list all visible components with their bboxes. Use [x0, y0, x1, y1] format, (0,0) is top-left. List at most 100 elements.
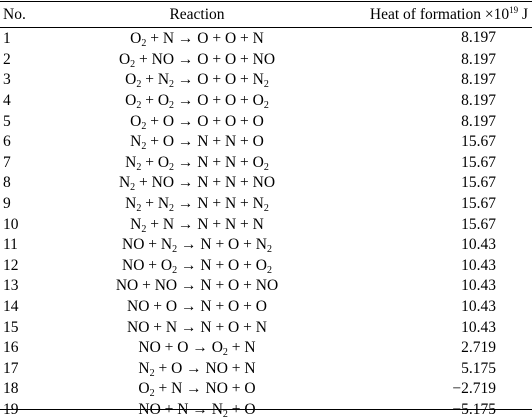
- table-row: 17 N2 + O → NO + N 5.175: [0, 359, 532, 380]
- heat-of-formation: 8.197: [347, 91, 532, 112]
- heat-of-formation: −5.175: [347, 400, 532, 420]
- reaction-equation: O2 + O2 → O + O + O2: [47, 91, 347, 112]
- subscript: 2: [266, 264, 272, 276]
- reaction-segment: O: [125, 71, 137, 89]
- reaction-equation: O2 + O → O + O + O: [47, 111, 347, 132]
- table-body: 1 O2 + N → O + O + N 8.197 2 O2 + NO → O + O…: [0, 27, 532, 420]
- table-row: 5 O2 + O → O + O + O 8.197: [0, 111, 532, 132]
- subscript: 2: [263, 79, 269, 91]
- reaction-segment: NO + O: [122, 256, 173, 274]
- reaction-segment: → N + O + N: [177, 236, 267, 254]
- table-row: 19 NO + N → N2 + O −5.175: [0, 400, 532, 420]
- reaction-segment: + N: [141, 71, 170, 89]
- reaction-segment: → N + N + O: [174, 153, 264, 171]
- reaction-segment: + NO → O + O + NO: [135, 50, 276, 68]
- subscript: 2: [136, 203, 142, 215]
- reaction-equation: O2 + N2 → O + O + N2: [47, 70, 347, 91]
- heat-of-formation: 10.43: [347, 317, 532, 338]
- reaction-segment: O: [130, 30, 142, 48]
- heat-value: 8.197: [461, 29, 496, 47]
- heat-of-formation: 15.67: [347, 214, 532, 235]
- row-number: 18: [3, 380, 19, 398]
- heat-value: 15.67: [461, 174, 496, 192]
- table-row: 9 N2 + N2 → N + N + N2 15.67: [0, 194, 532, 215]
- reaction-segment: O: [118, 50, 131, 68]
- table-row: 1 O2 + N → O + O + N 8.197: [0, 27, 532, 50]
- table-row: 10 N2 + N → N + N + N 15.67: [0, 214, 532, 235]
- heat-value: 2.719: [461, 339, 496, 357]
- subscript: 2: [136, 100, 142, 112]
- reaction-segment: O: [138, 380, 150, 398]
- heat-of-formation: 15.67: [347, 132, 532, 153]
- reaction-segment: → N + O + O: [177, 256, 267, 274]
- reaction-equation: NO + NO → N + O + NO: [47, 276, 347, 297]
- subscript: 2: [141, 141, 147, 153]
- row-number: 19: [3, 400, 19, 418]
- row-number: 3: [3, 71, 11, 89]
- reaction-segment: N: [125, 195, 137, 213]
- reaction-segment: + O → N + N + O: [146, 133, 264, 151]
- table-row: 3 O2 + N2 → O + O + N2 8.197: [0, 70, 532, 91]
- reaction-equation: NO + N → N2 + O: [47, 400, 347, 420]
- reaction-segment: + O: [227, 400, 256, 418]
- heat-value: 8.197: [461, 71, 496, 89]
- reaction-segment: O: [125, 92, 137, 110]
- subscript: 2: [141, 38, 147, 50]
- row-number: 5: [3, 112, 11, 130]
- heat-value: 10.43: [461, 236, 496, 254]
- heat-of-formation: 2.719: [347, 338, 532, 359]
- reaction-segment: + N: [141, 195, 170, 213]
- subscript: 2: [136, 161, 142, 173]
- header-heat-unit: J: [518, 6, 528, 23]
- row-number: 6: [3, 133, 11, 151]
- reaction-equation: NO + O2 → N + O + O2: [47, 256, 347, 277]
- header-heat-exponent: 19: [509, 5, 519, 15]
- table-row: 6 N2 + O → N + N + O 15.67: [0, 132, 532, 153]
- subscript: 2: [172, 244, 178, 256]
- heat-value: 15.67: [461, 195, 496, 213]
- bottom-rule: [0, 409, 532, 410]
- table-row: 7 N2 + O2 → N + N + O2 15.67: [0, 153, 532, 174]
- row-number: 12: [3, 256, 19, 274]
- reaction-equation: O2 + NO → O + O + NO: [47, 50, 347, 71]
- heat-value: −5.175: [452, 400, 496, 418]
- row-number: 2: [3, 50, 11, 68]
- heat-value: −2.719: [452, 380, 496, 398]
- heat-value: 15.67: [461, 153, 496, 171]
- heat-of-formation: 15.67: [347, 153, 532, 174]
- heat-of-formation: 5.175: [347, 359, 532, 380]
- table-row: 14 NO + O → N + O + O 10.43: [0, 297, 532, 318]
- row-number: 4: [3, 92, 11, 110]
- row-number: 1: [3, 30, 11, 48]
- reaction-segment: O: [130, 112, 142, 130]
- row-number: 7: [3, 153, 11, 171]
- subscript: 2: [169, 203, 175, 215]
- row-number: 17: [3, 359, 19, 377]
- reaction-segment: → N + N + N: [174, 195, 264, 213]
- header-heat-prefix: Heat of formation ×10: [369, 6, 510, 23]
- subscript: 2: [263, 100, 269, 112]
- reaction-segment: + NO → N + N + NO: [135, 174, 276, 192]
- subscript: 2: [149, 388, 155, 400]
- reaction-equation: N2 + NO → N + N + NO: [47, 173, 347, 194]
- heat-value: 10.43: [461, 318, 496, 336]
- heat-value: 8.197: [461, 112, 496, 130]
- subscript: 2: [263, 203, 269, 215]
- reaction-segment: NO + O → N + O + O: [127, 298, 267, 316]
- reaction-segment: + O: [141, 92, 170, 110]
- table-row: 4 O2 + O2 → O + O + O2 8.197: [0, 91, 532, 112]
- heat-of-formation: 10.43: [347, 235, 532, 256]
- reaction-equation: O2 + N → NO + O: [47, 379, 347, 400]
- subscript: 2: [169, 79, 175, 91]
- heat-value: 10.43: [461, 256, 496, 274]
- heat-value: 8.197: [461, 50, 496, 68]
- reaction-segment: NO + NO → N + O + NO: [115, 277, 279, 295]
- subscript: 2: [130, 182, 136, 194]
- table-row: 2 O2 + NO → O + O + NO 8.197: [0, 50, 532, 71]
- table-row: 11 NO + N2 → N + O + N2 10.43: [0, 235, 532, 256]
- reaction-segment: + O → NO + N: [154, 359, 256, 377]
- top-rule: [0, 1, 532, 2]
- heat-of-formation: 8.197: [347, 70, 532, 91]
- heat-of-formation: 8.197: [347, 50, 532, 71]
- heat-of-formation: 8.197: [347, 111, 532, 132]
